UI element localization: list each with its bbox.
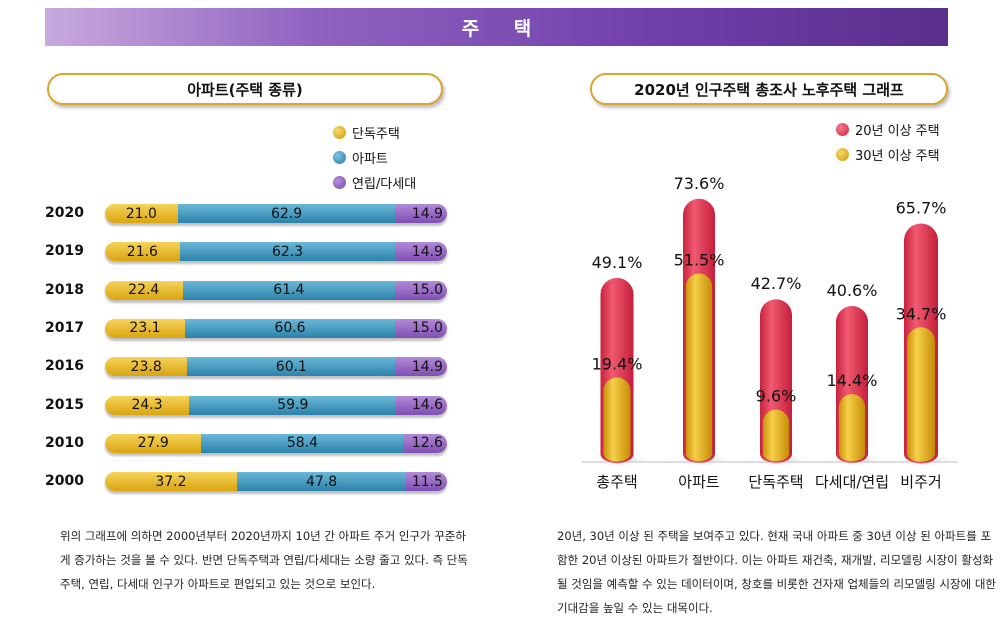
bar-shadow xyxy=(749,453,811,467)
category-label: 총주택 xyxy=(596,473,637,491)
year-label: 2019 xyxy=(45,243,84,260)
page-banner: 주 택 xyxy=(45,8,948,46)
bar-30-years xyxy=(603,377,631,462)
bar-20-years xyxy=(683,198,715,463)
year-label: 2015 xyxy=(45,396,84,413)
bar-segment: 11.5 xyxy=(406,472,447,492)
bar-segment: 62.9 xyxy=(177,204,396,223)
bar-segment: 37.2 xyxy=(105,472,237,492)
legend-dot-icon xyxy=(333,176,346,189)
left-chart-title: 아파트(주택 종류) xyxy=(47,73,443,105)
year-label: 2018 xyxy=(45,281,84,298)
stacked-bar: 24.3 59.9 14.6 xyxy=(105,395,447,415)
data-label-30y: 19.4% xyxy=(592,354,643,373)
bar-30-years xyxy=(762,409,790,462)
bar-segment: 14.9 xyxy=(395,204,447,223)
bar-segment: 60.6 xyxy=(185,318,395,338)
right-chart-title: 2020년 인구주택 총조사 노후주택 그래프 xyxy=(590,73,948,105)
data-label-20y: 73.6% xyxy=(674,174,725,193)
year-label: 2010 xyxy=(45,434,84,451)
banner-title: 주 택 xyxy=(461,17,546,40)
bar-segment: 47.8 xyxy=(236,472,407,492)
data-label-20y: 40.6% xyxy=(827,281,878,300)
bar-20-years xyxy=(904,223,938,464)
year-label: 2017 xyxy=(45,319,84,336)
year-label: 2020 xyxy=(45,205,84,221)
bar-shadow xyxy=(892,453,958,467)
bar-20-years xyxy=(760,299,792,463)
left-legend-item: 아파트 xyxy=(333,148,388,167)
bar-segment: 15.0 xyxy=(395,280,447,300)
bar-segment: 23.1 xyxy=(105,318,186,338)
stacked-bar: 23.1 60.6 15.0 xyxy=(105,318,447,338)
right-description: 20년, 30년 이상 된 주택을 보여주고 있다. 현재 국내 아파트 중 3… xyxy=(557,529,996,615)
bar-segment: 14.9 xyxy=(395,242,447,262)
stacked-bar: 21.6 62.3 14.9 xyxy=(105,242,447,262)
stacked-bar: 37.2 47.8 11.5 xyxy=(105,472,447,492)
bar-segment: 14.9 xyxy=(395,357,447,377)
bar-shadow xyxy=(825,453,887,467)
legend-dot-icon xyxy=(333,126,346,139)
data-label-20y: 65.7% xyxy=(896,198,947,217)
stacked-bar: 21.0 62.9 14.9 xyxy=(105,204,447,223)
bar-segment: 58.4 xyxy=(201,433,404,453)
category-label: 아파트 xyxy=(678,473,720,491)
bar-20-years xyxy=(600,277,634,464)
bar-segment: 21.6 xyxy=(105,242,180,262)
legend-dot-icon xyxy=(836,148,849,161)
category-label: 단독주택 xyxy=(748,473,803,491)
bar-segment: 15.0 xyxy=(395,318,447,338)
stacked-bar: 22.4 61.4 15.0 xyxy=(105,280,447,300)
left-description: 위의 그래프에 의하면 2000년부터 2020년까지 10년 간 아파트 주거… xyxy=(60,529,468,591)
legend-dot-icon xyxy=(836,123,849,136)
bar-segment: 14.6 xyxy=(396,395,447,415)
legend-dot-icon xyxy=(333,151,346,164)
bar-segment: 23.8 xyxy=(105,357,188,377)
bar-30-years xyxy=(685,273,713,462)
left-legend-item: 연립/다세대 xyxy=(333,173,416,192)
bar-segment: 27.9 xyxy=(105,433,202,453)
right-legend-item: 30년 이상 주택 xyxy=(836,145,940,164)
bar-shadow xyxy=(672,453,734,467)
bar-30-years xyxy=(838,394,866,462)
bar-shadow xyxy=(589,453,653,467)
bar-segment: 21.0 xyxy=(105,204,178,223)
bar-segment: 60.1 xyxy=(187,357,396,377)
bar-segment: 22.4 xyxy=(105,280,183,300)
right-legend-item: 20년 이상 주택 xyxy=(836,120,940,139)
data-label-30y: 51.5% xyxy=(674,251,725,270)
bar-20-years xyxy=(836,306,868,463)
data-label-30y: 9.6% xyxy=(756,387,797,406)
bar-30-years xyxy=(907,327,935,462)
data-label-20y: 49.1% xyxy=(592,253,643,272)
bar-segment: 24.3 xyxy=(105,395,190,415)
year-label: 2016 xyxy=(45,358,84,375)
left-legend-item: 단독주택 xyxy=(333,123,400,142)
bar-segment: 62.3 xyxy=(179,242,396,262)
data-label-20y: 42.7% xyxy=(751,274,802,293)
data-label-30y: 34.7% xyxy=(896,304,947,323)
bar-segment: 12.6 xyxy=(403,433,447,453)
bar-segment: 59.9 xyxy=(189,395,397,415)
category-label: 비주거 xyxy=(900,473,941,491)
year-label: 2000 xyxy=(45,473,84,490)
bar-segment: 61.4 xyxy=(182,280,396,300)
stacked-bar: 23.8 60.1 14.9 xyxy=(105,357,447,377)
data-label-30y: 14.4% xyxy=(827,371,878,390)
stacked-bar: 27.9 58.4 12.6 xyxy=(105,433,447,453)
category-label: 다세대/연립 xyxy=(815,473,889,491)
